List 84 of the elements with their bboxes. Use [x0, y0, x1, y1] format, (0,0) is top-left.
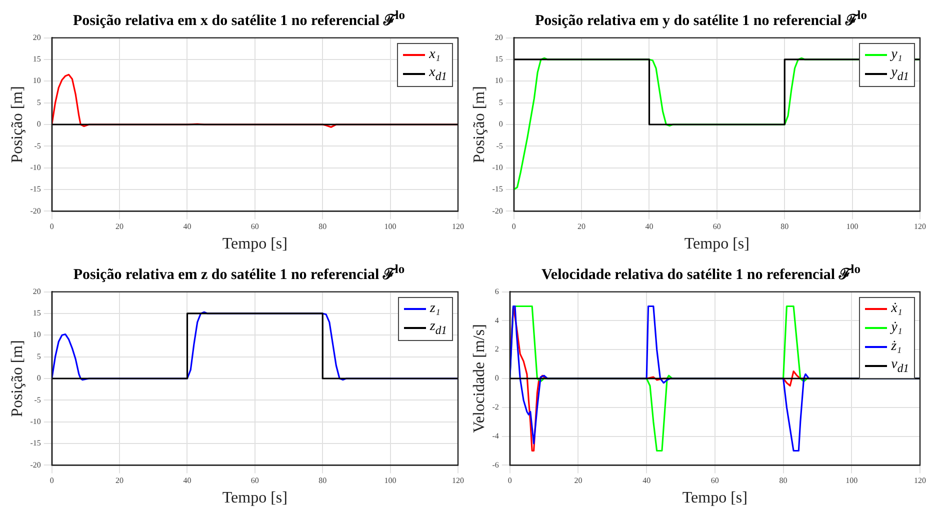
legend-label: x₁	[429, 47, 440, 64]
x-tick-label: 40	[645, 222, 654, 232]
x-tick-label: 20	[578, 222, 586, 232]
y-tick-label: 5	[36, 352, 41, 361]
y-tick-label: -5	[34, 141, 41, 150]
y-tick-label: -15	[30, 184, 41, 194]
y-tick-label: 0	[494, 374, 499, 383]
x-tick-label: 0	[508, 476, 512, 486]
y-tick-label: -4	[492, 431, 499, 440]
x-tick-label: 80	[318, 476, 327, 486]
y-axis-title: Posição [m]	[8, 340, 26, 417]
y-axis-title: Posição [m]	[8, 86, 26, 163]
x-tick-label: 20	[574, 476, 582, 486]
y-tick-label: 20	[32, 32, 41, 42]
x-tick-label: 100	[384, 222, 396, 232]
legend-label: v$_{d1}$	[891, 357, 909, 376]
y-tick-label: -20	[492, 206, 503, 216]
x-tick-label: 120	[452, 476, 464, 486]
x-tick-label: 100	[846, 222, 858, 232]
x-tick-label: 0	[50, 222, 54, 232]
y-tick-label: 20	[32, 286, 41, 296]
legend-label: x$_{d1}$	[429, 65, 447, 84]
y-tick-label: 5	[36, 98, 41, 107]
y-tick-label: -5	[34, 395, 41, 404]
x-tick-label: 120	[914, 476, 926, 486]
y-tick-label: -15	[30, 438, 41, 448]
x-axis-title: Tempo [s]	[682, 490, 748, 507]
chart-title: Posição relativa em x do satélite 1 no referencial ℱ$^{lo}$	[72, 8, 406, 30]
x-tick-label: 40	[642, 476, 651, 486]
y-tick-label: -2	[492, 402, 499, 412]
x-tick-label: 0	[50, 476, 54, 486]
y-tick-label: -15	[492, 184, 503, 194]
legend-label: ẏ₁	[891, 320, 902, 336]
y-tick-label: 0	[498, 120, 503, 129]
chart-title: Velocidade relativa do satélite 1 no referencial ℱ$^{lo}$	[540, 262, 862, 284]
y-tick-label: -10	[30, 416, 41, 426]
x-tick-label: 60	[250, 476, 259, 486]
x-tick-label: 40	[183, 222, 192, 232]
y-tick-label: -10	[492, 162, 503, 172]
y-tick-label: 2	[494, 344, 499, 354]
x-tick-label: 80	[780, 222, 789, 232]
x-axis-title: Tempo [s]	[222, 490, 288, 507]
x-tick-label: 100	[846, 476, 858, 486]
y-axis-title: Posição [m]	[470, 86, 488, 163]
legend-label: z$_{d1}$	[430, 319, 447, 338]
y-tick-label: -10	[30, 162, 41, 172]
y-tick-label: 4	[494, 316, 499, 325]
y-tick-label: 10	[494, 76, 503, 86]
y-tick-label: 10	[32, 76, 41, 86]
y-tick-label: 0	[36, 374, 41, 383]
x-tick-label: 60	[250, 222, 259, 232]
x-tick-label: 20	[116, 476, 124, 486]
y-tick-label: -20	[30, 206, 41, 216]
x-tick-label: 80	[779, 476, 788, 486]
legend-label: y₁	[891, 47, 902, 64]
y-tick-label: -20	[30, 460, 41, 470]
x-tick-label: 0	[512, 222, 516, 232]
y-tick-label: 0	[36, 120, 41, 129]
x-tick-label: 120	[452, 222, 464, 232]
legend-label: ż₁	[891, 339, 902, 356]
x-tick-label: 60	[710, 476, 719, 486]
legend-label: y$_{d1}$	[891, 65, 909, 84]
x-tick-label: 100	[384, 476, 396, 486]
y-tick-label: 15	[494, 54, 503, 64]
y-tick-label: 15	[32, 308, 41, 318]
y-tick-label: -5	[496, 141, 503, 150]
legend-label: z₁	[430, 301, 440, 318]
x-tick-label: 80	[318, 222, 327, 232]
x-tick-label: 40	[183, 476, 192, 486]
y-tick-label: 20	[494, 32, 503, 42]
y-tick-label: -6	[492, 460, 499, 470]
y-tick-label: 15	[32, 54, 41, 64]
x-axis-title: Tempo [s]	[684, 236, 750, 253]
chart-title: Posição relativa em y do satélite 1 no referencial ℱ$^{lo}$	[534, 8, 868, 30]
x-axis-title: Tempo [s]	[222, 236, 288, 253]
legend-label: ẋ₁	[891, 301, 902, 318]
x-tick-label: 120	[914, 222, 926, 232]
y-tick-label: 5	[498, 98, 503, 107]
y-tick-label: 10	[32, 330, 41, 340]
x-tick-label: 20	[116, 222, 124, 232]
x-tick-label: 60	[712, 222, 721, 232]
chart-title: Posição relativa em z do satélite 1 no referencial ℱ$^{lo}$	[72, 262, 406, 284]
y-tick-label: 6	[494, 286, 499, 296]
y-axis-title: Velocidade [m/s]	[470, 324, 488, 433]
